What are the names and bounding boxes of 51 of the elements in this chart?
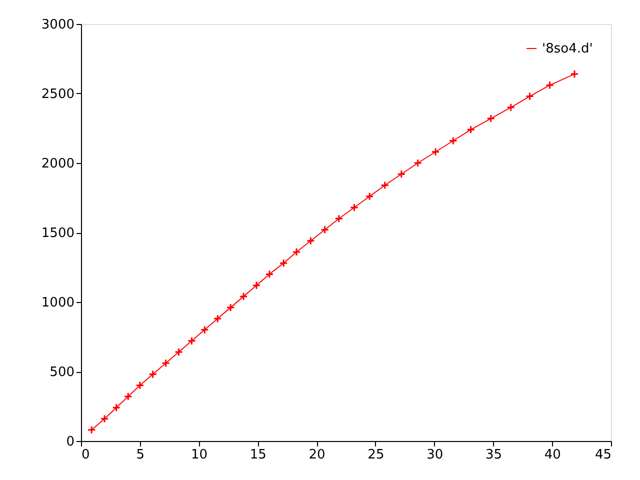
- x-tick-label: 20: [308, 448, 326, 462]
- point: [570, 70, 579, 78]
- point: [162, 358, 170, 368]
- x-tick-label: 30: [426, 448, 444, 462]
- point: [279, 258, 288, 268]
- point: [486, 114, 496, 123]
- x-tick-label: 25: [368, 448, 384, 462]
- point: [239, 292, 248, 301]
- point: [124, 392, 132, 401]
- point: [545, 80, 554, 90]
- point: [252, 281, 261, 290]
- point: [397, 170, 406, 178]
- point: [100, 414, 109, 424]
- point: [350, 203, 359, 212]
- y-tick-label: 500: [50, 365, 74, 380]
- x-tick-label: 0: [82, 448, 90, 462]
- point: [466, 125, 476, 134]
- point: [334, 214, 344, 223]
- point: [200, 326, 209, 334]
- point: [414, 158, 422, 168]
- point: [265, 270, 274, 278]
- y-tick-label: 1500: [41, 226, 74, 241]
- y-tick-label: 1000: [41, 296, 74, 310]
- point: [187, 336, 196, 346]
- point: [380, 180, 390, 190]
- point: [292, 248, 301, 256]
- x-tick-label: 40: [544, 448, 561, 462]
- y-tick-label: 0: [66, 434, 74, 450]
- y-tick-label: 2000: [41, 156, 74, 172]
- point: [112, 403, 121, 412]
- point: [431, 148, 440, 156]
- y-tick-label: 3000: [41, 18, 74, 32]
- point: [174, 348, 184, 356]
- point: [525, 92, 534, 101]
- point: [136, 381, 144, 390]
- x-tick-label: 35: [485, 448, 502, 462]
- point: [306, 236, 315, 246]
- point: [448, 136, 458, 146]
- point: [148, 370, 158, 379]
- x-tick-label: 5: [136, 448, 145, 462]
- x-tick-label: 10: [191, 448, 208, 462]
- x-tick-label: 45: [594, 448, 612, 462]
- point: [87, 426, 96, 434]
- point: [226, 303, 235, 312]
- point: [213, 314, 222, 323]
- x-tick-label: 15: [250, 448, 266, 462]
- point: [320, 225, 330, 234]
- point: [365, 192, 374, 201]
- y-tick-label: 2500: [41, 87, 74, 102]
- legend-label: '8so4.d': [542, 42, 593, 56]
- point: [506, 103, 516, 112]
